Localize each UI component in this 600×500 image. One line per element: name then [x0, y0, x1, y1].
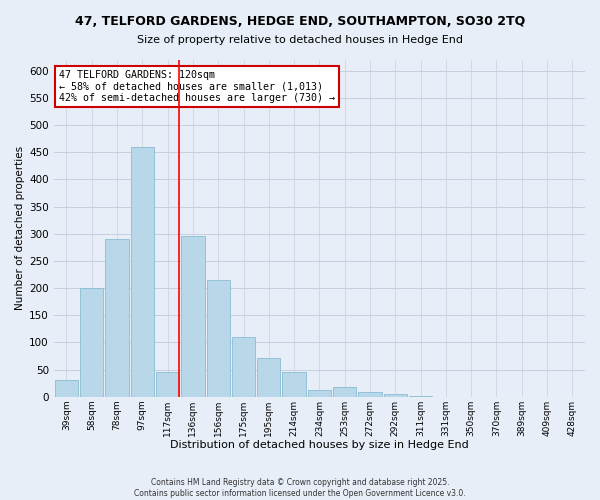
Bar — [383, 394, 407, 396]
X-axis label: Distribution of detached houses by size in Hedge End: Distribution of detached houses by size … — [170, 440, 469, 450]
Bar — [206, 280, 230, 396]
Text: Size of property relative to detached houses in Hedge End: Size of property relative to detached ho… — [137, 35, 463, 45]
Bar — [181, 236, 205, 396]
Bar — [333, 387, 356, 396]
Bar — [131, 147, 154, 396]
Text: 47, TELFORD GARDENS, HEDGE END, SOUTHAMPTON, SO30 2TQ: 47, TELFORD GARDENS, HEDGE END, SOUTHAMP… — [75, 15, 525, 28]
Bar — [156, 372, 179, 396]
Bar — [232, 337, 255, 396]
Bar — [283, 372, 306, 396]
Text: Contains HM Land Registry data © Crown copyright and database right 2025.
Contai: Contains HM Land Registry data © Crown c… — [134, 478, 466, 498]
Text: 47 TELFORD GARDENS: 120sqm
← 58% of detached houses are smaller (1,013)
42% of s: 47 TELFORD GARDENS: 120sqm ← 58% of deta… — [59, 70, 335, 103]
Bar — [308, 390, 331, 396]
Y-axis label: Number of detached properties: Number of detached properties — [15, 146, 25, 310]
Bar — [358, 392, 382, 396]
Bar — [257, 358, 280, 397]
Bar — [106, 239, 128, 396]
Bar — [80, 288, 103, 397]
Bar — [55, 380, 78, 396]
